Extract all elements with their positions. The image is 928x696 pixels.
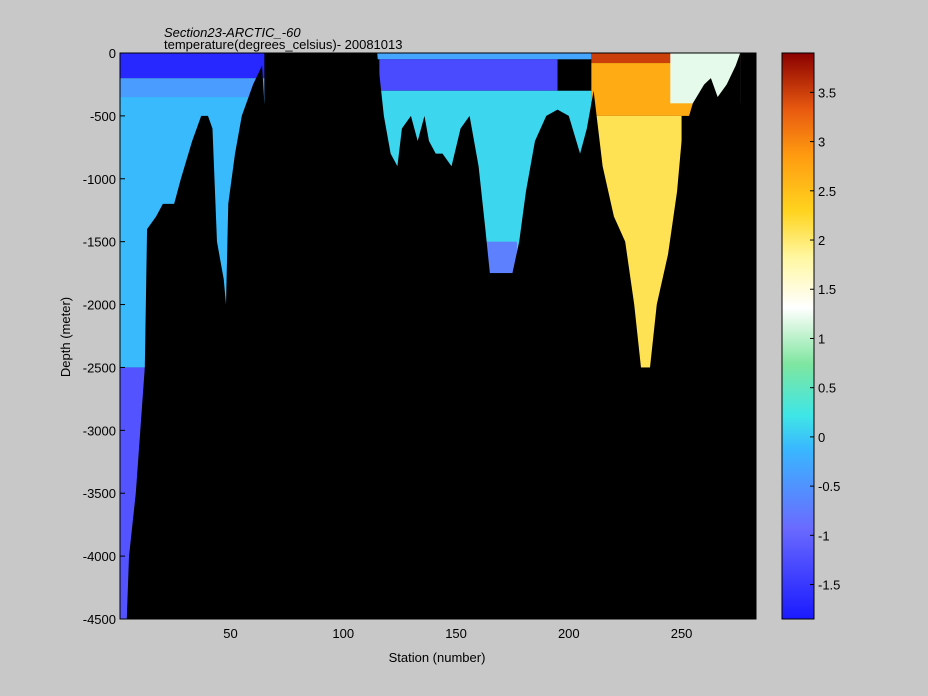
chart-title: Section23-ARCTIC_-60 — [164, 25, 301, 40]
y-tick-label: -4000 — [83, 549, 116, 564]
no-data-region — [740, 53, 756, 619]
colorbar: -1.5 -1 -0.5 0 0.5 1 1.5 2 2.5 3 3.5 — [781, 52, 840, 620]
y-axis-label: Depth (meter) — [58, 297, 73, 377]
y-tick-label: -1500 — [83, 235, 116, 250]
temperature-cell — [485, 241, 517, 274]
x-axis-label: Station (number) — [389, 650, 486, 665]
x-tick-label: 50 — [223, 626, 237, 641]
temperature-cell — [377, 53, 592, 60]
colorbar-tick-label: -0.5 — [818, 479, 840, 494]
x-tick-label: 100 — [332, 626, 354, 641]
colorbar-tick-label: 3 — [818, 135, 825, 150]
y-tick-label: 0 — [109, 46, 116, 61]
x-tick-label: 250 — [671, 626, 693, 641]
colorbar-tick-label: 2 — [818, 233, 825, 248]
colorbar-tick-label: 2.5 — [818, 184, 836, 199]
chart-subtitle: temperature(degrees_celsius)- 20081013 — [164, 37, 402, 52]
no-data-gap — [268, 53, 378, 619]
colorbar-tick-label: 1.5 — [818, 282, 836, 297]
y-tick-label: -3500 — [83, 486, 116, 501]
temperature-cell — [120, 53, 265, 79]
plot-area — [119, 52, 757, 620]
colorbar-tick-label: 0 — [818, 430, 825, 445]
y-tick-label: -500 — [90, 109, 116, 124]
colorbar-tick-label: 0.5 — [818, 381, 836, 396]
temperature-cell — [120, 78, 265, 98]
y-tick-label: -4500 — [83, 612, 116, 627]
plot-frame — [119, 52, 757, 620]
y-tick-label: -2500 — [83, 360, 116, 375]
colorbar-tick-label: -1.5 — [818, 578, 840, 593]
y-tick-label: -3000 — [83, 423, 116, 438]
temperature-cell — [591, 53, 741, 64]
x-tick-label: 200 — [558, 626, 580, 641]
colorbar-tick-label: -1 — [818, 528, 830, 543]
y-tick-label: -2000 — [83, 298, 116, 313]
colorbar-gradient — [781, 52, 815, 620]
y-tick-label: -1000 — [83, 172, 116, 187]
colorbar-tick-label: 1 — [818, 331, 825, 346]
temperature-cell — [379, 59, 558, 91]
x-tick-label: 150 — [445, 626, 467, 641]
colorbar-tick-label: 3.5 — [818, 85, 836, 100]
